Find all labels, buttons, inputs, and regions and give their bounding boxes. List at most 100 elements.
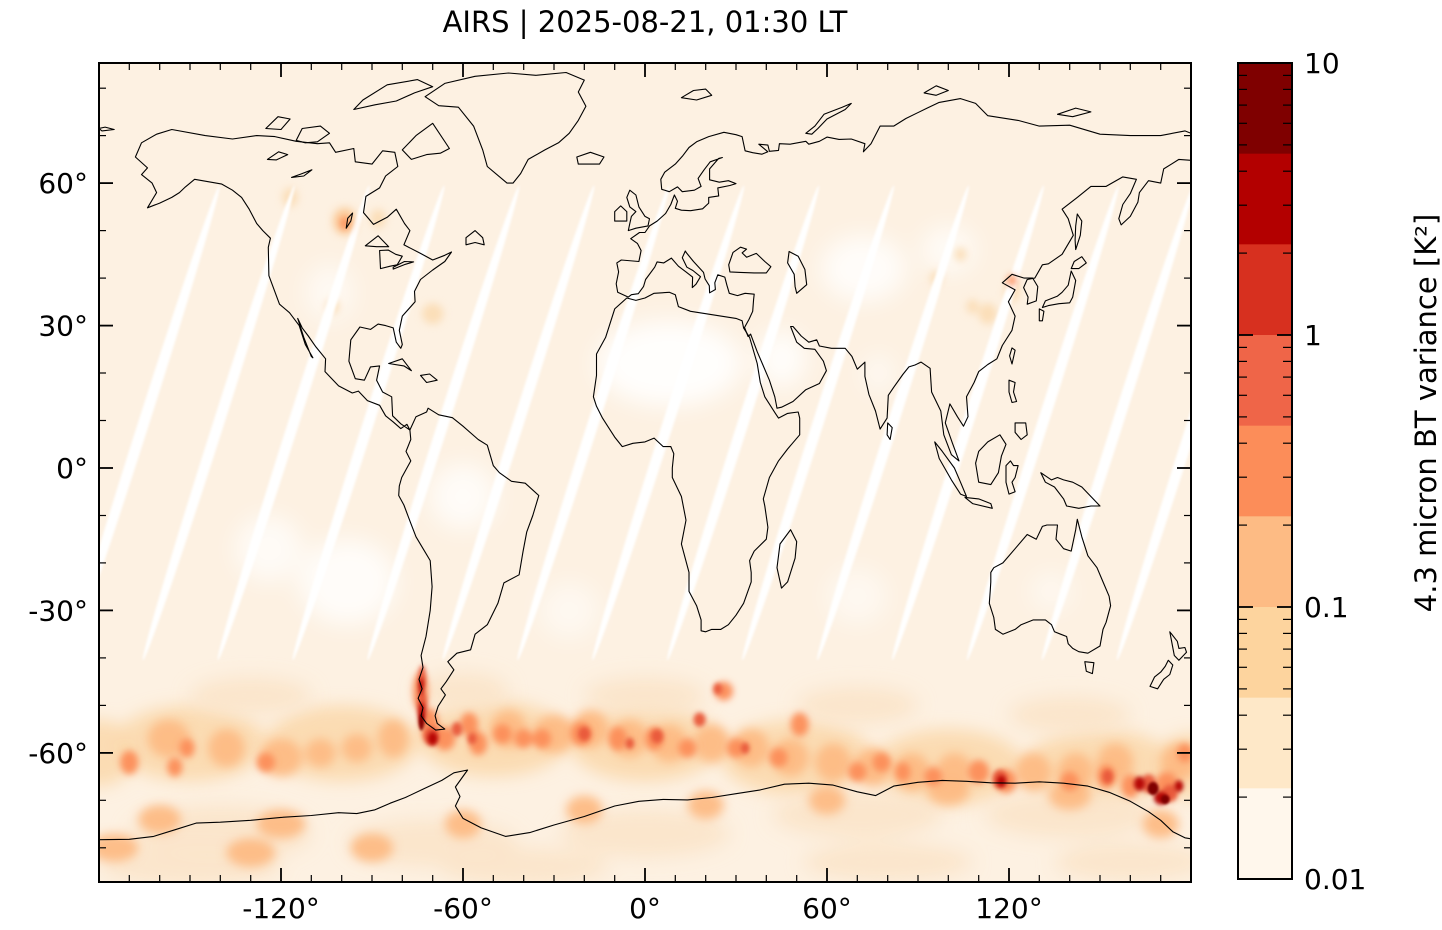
coast-new-zealand-north (1169, 631, 1188, 661)
colorbar-band (1238, 63, 1292, 155)
variance-blob (1174, 780, 1184, 792)
variance-blob (305, 738, 336, 768)
coast-ellesmere (353, 79, 434, 111)
variance-blob (1102, 769, 1114, 784)
variance-blob (179, 738, 195, 758)
colorbar-ticks (1238, 74, 1292, 798)
coast-africa (592, 291, 801, 633)
variance-blob (190, 676, 312, 715)
colorbar-tick-label: 10 (1304, 47, 1340, 80)
variance-blob (578, 726, 591, 742)
variance-blob (802, 843, 973, 882)
variance-blob (772, 738, 809, 777)
colorbar-tick-label: 0.1 (1304, 591, 1349, 624)
coast-honshu (1041, 270, 1077, 309)
variance-blob (467, 732, 477, 745)
variance-blob (693, 724, 730, 763)
variance-blob (872, 752, 891, 772)
coast-luzon (1008, 379, 1018, 404)
swath-gap (292, 185, 445, 661)
swath-gap (1116, 185, 1191, 661)
variance-blob (341, 733, 372, 763)
colorbar-band (1238, 697, 1292, 789)
variance-blob (814, 743, 852, 782)
coast-lake-michigan-huron (379, 249, 403, 270)
y-tick-label: -60° (28, 737, 88, 770)
chart-title: AIRS | 2025-08-21, 01:30 LT (442, 5, 848, 39)
coast-sri-lanka (886, 422, 893, 441)
coast-cuba (388, 358, 412, 372)
variance-blob (693, 712, 706, 727)
x-tick-label: 60° (802, 892, 852, 925)
coastlines (99, 71, 1191, 841)
coast-new-siberian (1056, 107, 1092, 118)
variance-blob (625, 737, 635, 750)
coast-lake-superior (364, 235, 390, 248)
variance-blob (608, 726, 627, 751)
coast-caspian-sea (787, 250, 808, 294)
coast-ireland (614, 205, 628, 222)
variance-blobs-strong (120, 217, 1191, 801)
orbit-swath-gaps (99, 185, 1191, 661)
coast-sakhalin (1074, 213, 1083, 251)
variance-blob (713, 683, 723, 695)
variance-blob (560, 809, 730, 858)
colorbar-band (1238, 425, 1292, 517)
coast-black-sea (728, 246, 772, 274)
axis-ticks (99, 63, 1191, 882)
swath-gap (592, 185, 745, 661)
variance-blob (532, 729, 552, 749)
variance-blob (265, 705, 418, 782)
swath-gap (667, 185, 820, 661)
colorbar-band (1238, 244, 1292, 336)
colorbar-band (1238, 607, 1292, 699)
variance-blob (968, 760, 990, 784)
variance-blob (438, 847, 609, 882)
variance-blob (138, 805, 181, 834)
colorbar-border (1237, 62, 1293, 880)
variance-blob (924, 767, 943, 787)
variance-blob (848, 762, 867, 782)
x-tick-label: -120° (242, 892, 320, 925)
coast-south-america (398, 407, 540, 731)
variance-blob (740, 742, 750, 754)
coast-uk (626, 189, 651, 232)
x-axis-tick-labels: -120° -60° 0° 60° 120° (242, 892, 1043, 925)
variance-blob (167, 757, 183, 777)
coast-new-zealand-south (1149, 659, 1174, 690)
coast-north-america (134, 128, 453, 431)
variance-blob (460, 712, 479, 737)
variance-blob (256, 809, 306, 839)
swath-gap (817, 185, 969, 661)
white-patch (596, 320, 743, 407)
variance-blob (1160, 794, 1170, 805)
variance-blob (208, 729, 245, 768)
variance-blob (226, 838, 275, 867)
variance-blob (1008, 695, 1131, 734)
swath-gap (966, 185, 1119, 661)
coast-lake-erie-ontario (392, 260, 415, 270)
swath-gap (442, 185, 595, 661)
variance-blob (726, 738, 746, 758)
swath-gap (742, 185, 895, 661)
x-tick-label: -60° (433, 892, 493, 925)
coast-kyushu (1038, 308, 1045, 322)
colorbar: 10 1 0.1 0.01 (1237, 47, 1366, 896)
coast-newfoundland (465, 230, 485, 246)
x-tick-label: 0° (629, 892, 661, 925)
variance-blob (1142, 809, 1179, 839)
coast-novaya-zemlya (805, 102, 852, 135)
swath-gap (142, 185, 295, 661)
variance-blob (417, 672, 509, 711)
y-tick-label: 60° (38, 167, 88, 200)
colorbar-band (1238, 788, 1292, 880)
variance-blob (687, 790, 724, 820)
white-patch (429, 463, 497, 530)
coast-great-bear-lake (266, 151, 289, 161)
variance-blob (796, 686, 918, 725)
variance-blob (996, 775, 1006, 787)
variance-blob (434, 726, 456, 751)
y-tick-label: -30° (28, 594, 88, 627)
